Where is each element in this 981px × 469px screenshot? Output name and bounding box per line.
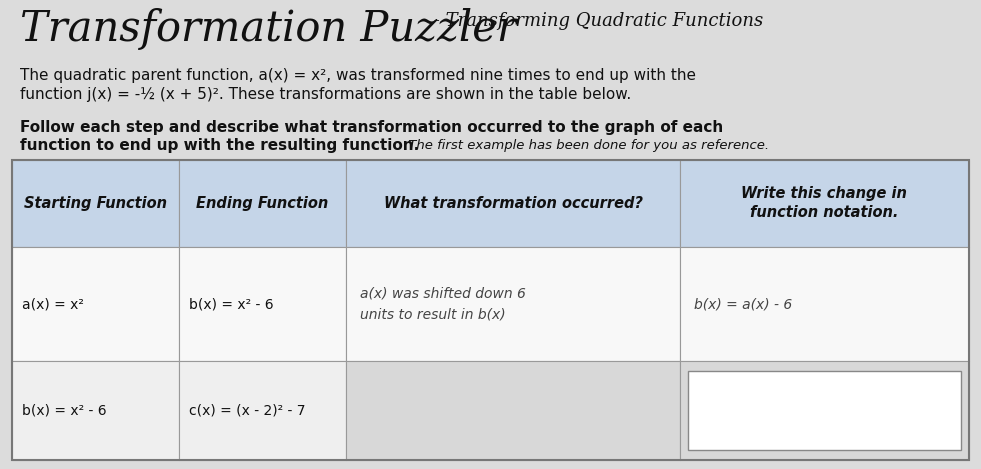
Bar: [179, 160, 346, 247]
Text: a(x) = x²: a(x) = x²: [22, 297, 83, 311]
Bar: [688, 371, 961, 450]
Bar: [680, 361, 969, 460]
Text: Follow each step and describe what transformation occurred to the graph of each: Follow each step and describe what trans…: [20, 120, 723, 135]
Bar: [12, 160, 969, 460]
Bar: [179, 361, 346, 460]
Text: c(x) = (x - 2)² - 7: c(x) = (x - 2)² - 7: [189, 403, 305, 417]
Bar: [12, 160, 179, 247]
Text: b(x) = x² - 6: b(x) = x² - 6: [189, 297, 274, 311]
Bar: [179, 247, 346, 361]
Bar: [12, 361, 179, 460]
Bar: [346, 361, 680, 460]
Text: b(x) = a(x) - 6: b(x) = a(x) - 6: [694, 297, 793, 311]
Bar: [12, 247, 179, 361]
Text: - Transforming Quadratic Functions: - Transforming Quadratic Functions: [428, 12, 763, 30]
Text: b(x) = x² - 6: b(x) = x² - 6: [22, 403, 107, 417]
Bar: [680, 160, 969, 247]
Text: a(x) was shifted down 6
units to result in b(x): a(x) was shifted down 6 units to result …: [360, 287, 526, 321]
Text: What transformation occurred?: What transformation occurred?: [384, 196, 643, 211]
Text: The first example has been done for you as reference.: The first example has been done for you …: [404, 139, 769, 152]
Text: function j(x) = -½ (x + 5)². These transformations are shown in the table below.: function j(x) = -½ (x + 5)². These trans…: [20, 87, 631, 102]
Text: Ending Function: Ending Function: [196, 196, 328, 211]
Text: Transformation Puzzler: Transformation Puzzler: [20, 8, 517, 50]
Bar: [346, 160, 680, 247]
Text: The quadratic parent function, a(x) = x², was transformed nine times to end up w: The quadratic parent function, a(x) = x²…: [20, 68, 696, 83]
Text: Write this change in
function notation.: Write this change in function notation.: [741, 186, 907, 220]
Text: Starting Function: Starting Function: [24, 196, 167, 211]
Bar: [346, 247, 680, 361]
Bar: [680, 247, 969, 361]
Text: function to end up with the resulting function.: function to end up with the resulting fu…: [20, 138, 419, 153]
